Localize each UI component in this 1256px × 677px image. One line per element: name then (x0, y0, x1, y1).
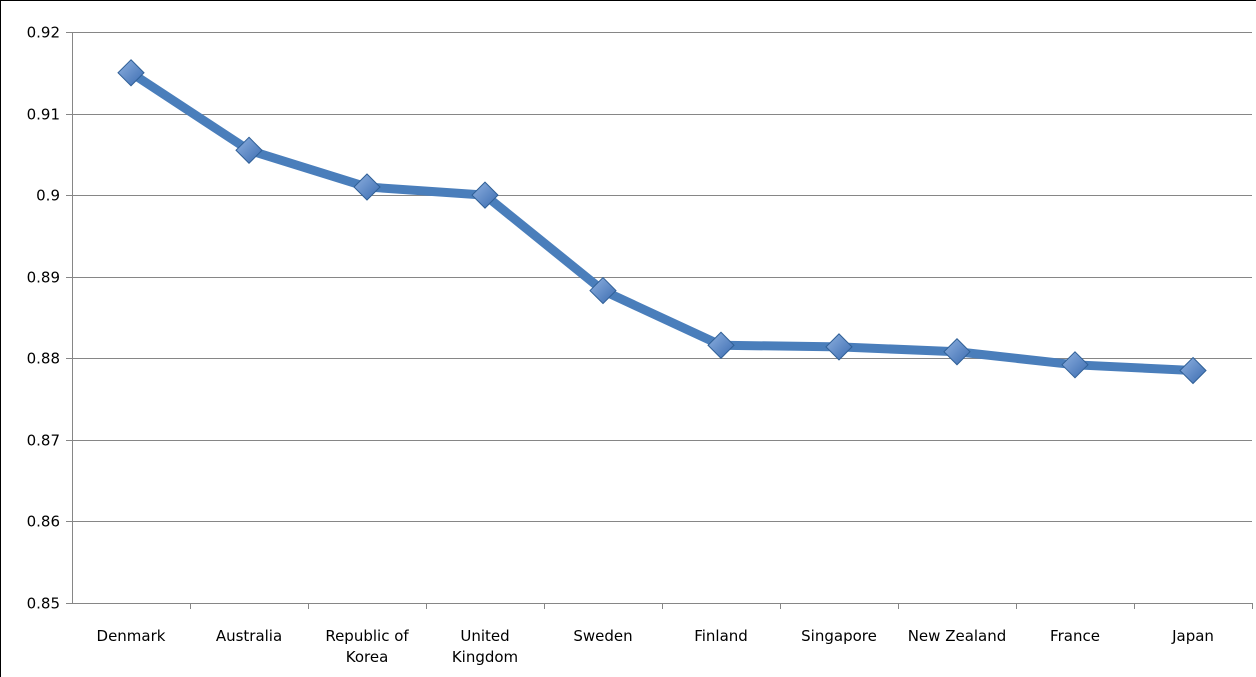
y-tick-label: 0.91 (27, 106, 60, 124)
series (117, 59, 1207, 385)
data-point-marker (235, 136, 263, 164)
x-tick-label: Finland (694, 627, 748, 645)
data-point-marker (589, 276, 617, 305)
data-point-marker (1061, 351, 1089, 379)
x-tick-label: Republic of Korea (325, 627, 409, 666)
y-tick-label: 0.85 (27, 595, 60, 613)
x-tick-label: France (1050, 627, 1100, 645)
data-point-marker (353, 173, 381, 201)
data-point-marker (1179, 356, 1207, 385)
data-point-marker (943, 338, 971, 366)
x-tick-label: Singapore (801, 627, 877, 645)
data-point-marker (471, 181, 499, 209)
y-tick-label: 0.87 (27, 432, 60, 450)
x-tick-label: United Kingdom (452, 627, 518, 666)
y-tick-labels: 0.85 0.86 0.87 0.88 0.89 0.9 0.91 0.92 (27, 24, 60, 613)
y-tick-label: 0.92 (27, 24, 60, 42)
axes (66, 32, 1253, 609)
y-tick-label: 0.89 (27, 269, 60, 287)
series-line (126, 68, 1198, 376)
x-tick-label: Japan (1171, 627, 1214, 645)
data-point-marker (707, 331, 735, 359)
x-tick-label: New Zealand (908, 627, 1007, 645)
x-tick-label: Sweden (573, 627, 632, 645)
y-tick-label: 0.9 (36, 187, 60, 205)
x-tick-labels: Denmark Australia Republic of Korea United Ki… (97, 627, 1214, 666)
x-tick-label: Denmark (97, 627, 166, 645)
x-tick-label: Australia (216, 627, 282, 645)
data-point-marker (117, 59, 145, 87)
y-tick-label: 0.86 (27, 513, 60, 531)
data-point-marker (825, 333, 853, 361)
y-tick-label: 0.88 (27, 350, 60, 368)
gridlines (66, 32, 1252, 522)
